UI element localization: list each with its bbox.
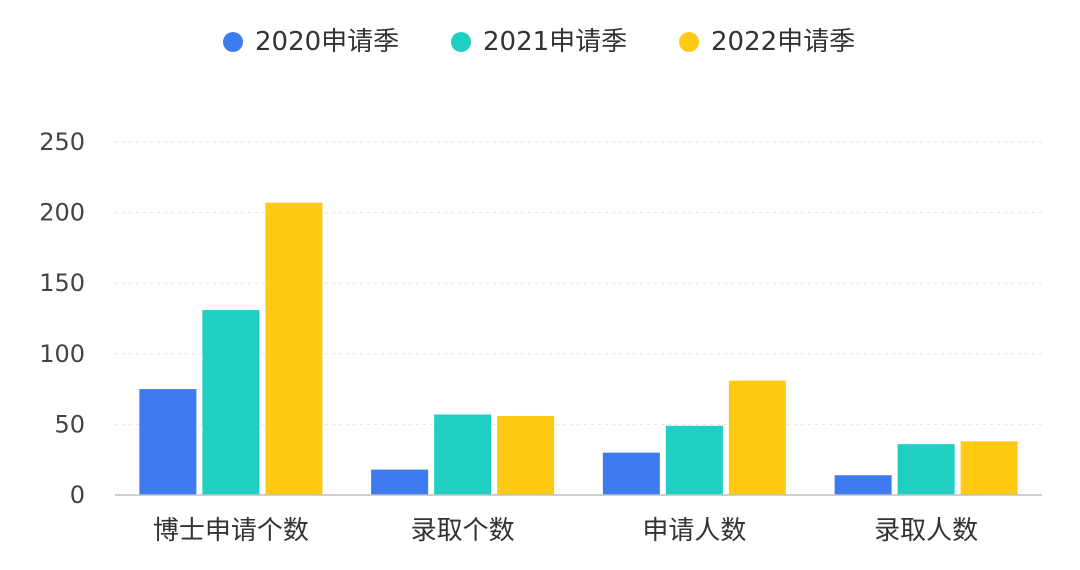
bar [834, 475, 892, 495]
bar [265, 202, 323, 495]
y-tick-label: 100 [39, 340, 85, 368]
legend: 2020申请季 2021申请季 2022申请季 [223, 27, 855, 57]
legend-label: 2021申请季 [483, 27, 627, 57]
legend-swatch [679, 32, 699, 52]
x-category-label: 申请人数 [642, 516, 746, 546]
y-tick-label: 50 [54, 410, 85, 438]
x-category-label: 录取个数 [411, 516, 515, 546]
legend-label: 2022申请季 [711, 27, 855, 57]
legend-label: 2020申请季 [255, 27, 399, 57]
x-category-label: 录取人数 [874, 516, 978, 546]
bar [897, 444, 955, 495]
x-axis-labels: 博士申请个数 录取个数 申请人数 录取人数 [153, 516, 978, 546]
y-tick-label: 200 [39, 199, 85, 227]
bar [602, 452, 660, 495]
y-tick-label: 150 [39, 269, 85, 297]
bar [139, 389, 197, 495]
bar [371, 469, 429, 495]
bars [139, 202, 1018, 495]
y-tick-label: 0 [70, 481, 85, 509]
bar [728, 380, 786, 495]
bar [497, 415, 555, 495]
legend-swatch [451, 32, 471, 52]
y-axis-ticks: 0 50 100 150 200 250 [39, 128, 85, 509]
y-tick-label: 250 [39, 128, 85, 156]
bar [202, 310, 260, 495]
bar [665, 425, 723, 495]
bar [960, 441, 1018, 495]
legend-swatch [223, 32, 243, 52]
x-category-label: 博士申请个数 [153, 516, 309, 546]
bar [434, 414, 492, 495]
